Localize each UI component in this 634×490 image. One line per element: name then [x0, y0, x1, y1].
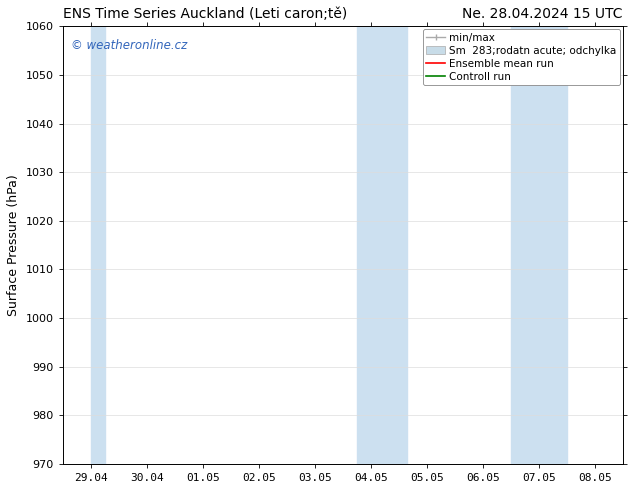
Text: Ne. 28.04.2024 15 UTC: Ne. 28.04.2024 15 UTC — [462, 7, 623, 21]
Y-axis label: Surface Pressure (hPa): Surface Pressure (hPa) — [7, 174, 20, 316]
Bar — [357, 26, 407, 464]
Text: © weatheronline.cz: © weatheronline.cz — [71, 39, 187, 52]
Bar — [511, 26, 567, 464]
Bar — [91, 26, 105, 464]
Text: ENS Time Series Auckland (Leti caron;tě): ENS Time Series Auckland (Leti caron;tě) — [63, 7, 347, 21]
Legend: min/max, Sm  283;rodatn acute; odchylka, Ensemble mean run, Controll run: min/max, Sm 283;rodatn acute; odchylka, … — [424, 29, 620, 85]
